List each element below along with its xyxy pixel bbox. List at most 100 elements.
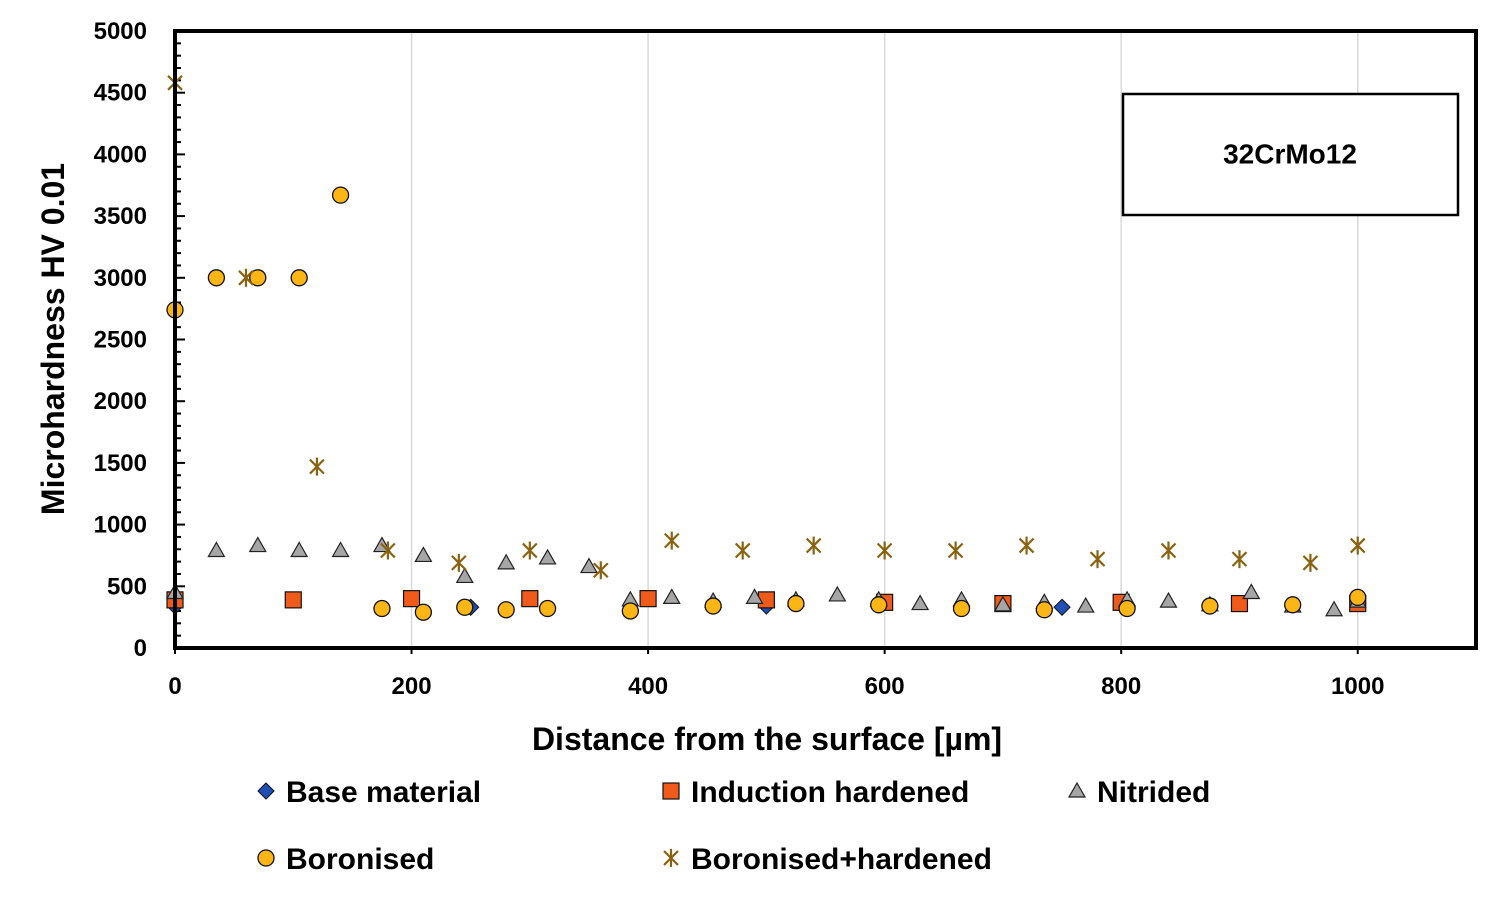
data-point	[663, 531, 680, 550]
x-tick-label: 400	[628, 673, 668, 700]
series-boronised-hardened	[167, 73, 1366, 580]
x-tick-label: 0	[168, 673, 181, 700]
data-point	[1302, 553, 1319, 572]
y-tick-label: 2000	[94, 388, 147, 415]
legend-marker	[257, 782, 275, 800]
data-point	[1325, 600, 1344, 617]
data-point	[911, 594, 930, 611]
data-point	[290, 541, 309, 558]
data-point	[745, 588, 764, 605]
x-tick-label: 800	[1101, 673, 1141, 700]
y-tick-label: 4500	[94, 80, 147, 107]
data-point	[331, 541, 350, 558]
data-point	[1159, 591, 1178, 608]
data-point	[1018, 536, 1035, 555]
series-induction-hardened	[166, 590, 1367, 613]
data-point	[249, 269, 267, 287]
data-point	[662, 588, 681, 605]
data-point	[538, 599, 557, 618]
y-tick-label: 5000	[94, 18, 147, 45]
data-point	[704, 597, 722, 615]
data-point	[456, 598, 474, 616]
y-axis: 0 500 1000 1500 2000 2500 3000 3500 4000 4500 5000	[94, 18, 185, 662]
data-point	[870, 596, 888, 614]
legend-item: Boronised	[257, 843, 434, 876]
data-point	[993, 595, 1012, 612]
data-point	[1035, 601, 1053, 619]
plot-frame	[173, 29, 1478, 650]
data-point	[538, 548, 557, 565]
data-point	[1284, 596, 1302, 614]
legend-label: Boronised	[286, 843, 434, 876]
data-point	[284, 591, 302, 609]
data-point	[414, 603, 433, 621]
x-tick-label: 200	[392, 673, 432, 700]
data-point	[451, 553, 467, 572]
data-point	[876, 541, 893, 560]
data-point	[593, 561, 609, 580]
data-point	[414, 546, 433, 563]
data-points	[165, 73, 1367, 621]
legend-item: Boronised+hardened	[663, 843, 992, 876]
data-point	[373, 599, 391, 618]
data-point	[522, 541, 538, 560]
data-point	[331, 186, 350, 204]
data-point	[1349, 536, 1366, 555]
data-point	[207, 269, 226, 287]
data-point	[579, 557, 598, 574]
data-point	[521, 590, 539, 608]
data-point	[290, 269, 308, 287]
data-point	[497, 553, 516, 570]
y-tick-label: 3500	[94, 203, 147, 230]
series-boronised	[166, 186, 1367, 621]
legend-label: Boronised+hardened	[691, 843, 992, 876]
data-point	[380, 541, 396, 560]
y-tick-label: 4000	[94, 141, 147, 168]
legend-marker	[257, 849, 275, 867]
legend: Base material Induction hardened Nitrided B…	[257, 776, 1210, 876]
data-point	[947, 541, 964, 560]
data-point	[1089, 550, 1106, 569]
x-axis: 0 200 400 600 800 1000	[168, 648, 1384, 700]
x-axis-title: Distance from the surface [µm]	[532, 721, 1002, 757]
y-tick-label: 2500	[94, 327, 147, 354]
data-point	[455, 567, 474, 584]
data-point	[828, 585, 847, 602]
data-point	[248, 536, 267, 553]
data-point	[1242, 583, 1261, 600]
data-point	[402, 590, 421, 608]
legend-marker	[1067, 781, 1087, 798]
annotation-text: 32CrMo12	[1223, 138, 1357, 169]
legend-marker	[662, 782, 680, 800]
x-tick-label: 600	[865, 673, 905, 700]
data-point	[639, 590, 657, 608]
y-tick-label: 1000	[94, 512, 147, 539]
data-point	[805, 536, 822, 555]
data-point	[1053, 598, 1071, 616]
annotation-box: 32CrMo12	[1121, 92, 1460, 217]
y-axis-title: Microhardness HV 0.01	[35, 163, 71, 515]
data-point	[787, 594, 805, 613]
data-point	[734, 541, 751, 560]
x-tick-label: 1000	[1331, 673, 1384, 700]
data-point	[1118, 599, 1136, 618]
y-tick-label: 500	[107, 573, 147, 600]
legend-marker	[663, 849, 679, 867]
annotation-frame	[1121, 92, 1460, 217]
legend-label: Induction hardened	[691, 776, 969, 809]
legend-item: Nitrided	[1067, 776, 1210, 809]
data-point	[621, 602, 639, 620]
data-point	[952, 599, 971, 618]
data-point	[497, 601, 515, 619]
legend-label: Nitrided	[1097, 776, 1210, 809]
data-point	[207, 541, 226, 558]
legend-item: Base material	[257, 776, 481, 809]
data-point	[1160, 541, 1177, 560]
data-point	[1201, 597, 1219, 615]
data-point	[238, 268, 254, 287]
legend-label: Base material	[286, 776, 481, 809]
y-tick-label: 0	[134, 635, 147, 662]
y-tick-label: 1500	[94, 450, 147, 477]
data-point	[1076, 596, 1095, 613]
